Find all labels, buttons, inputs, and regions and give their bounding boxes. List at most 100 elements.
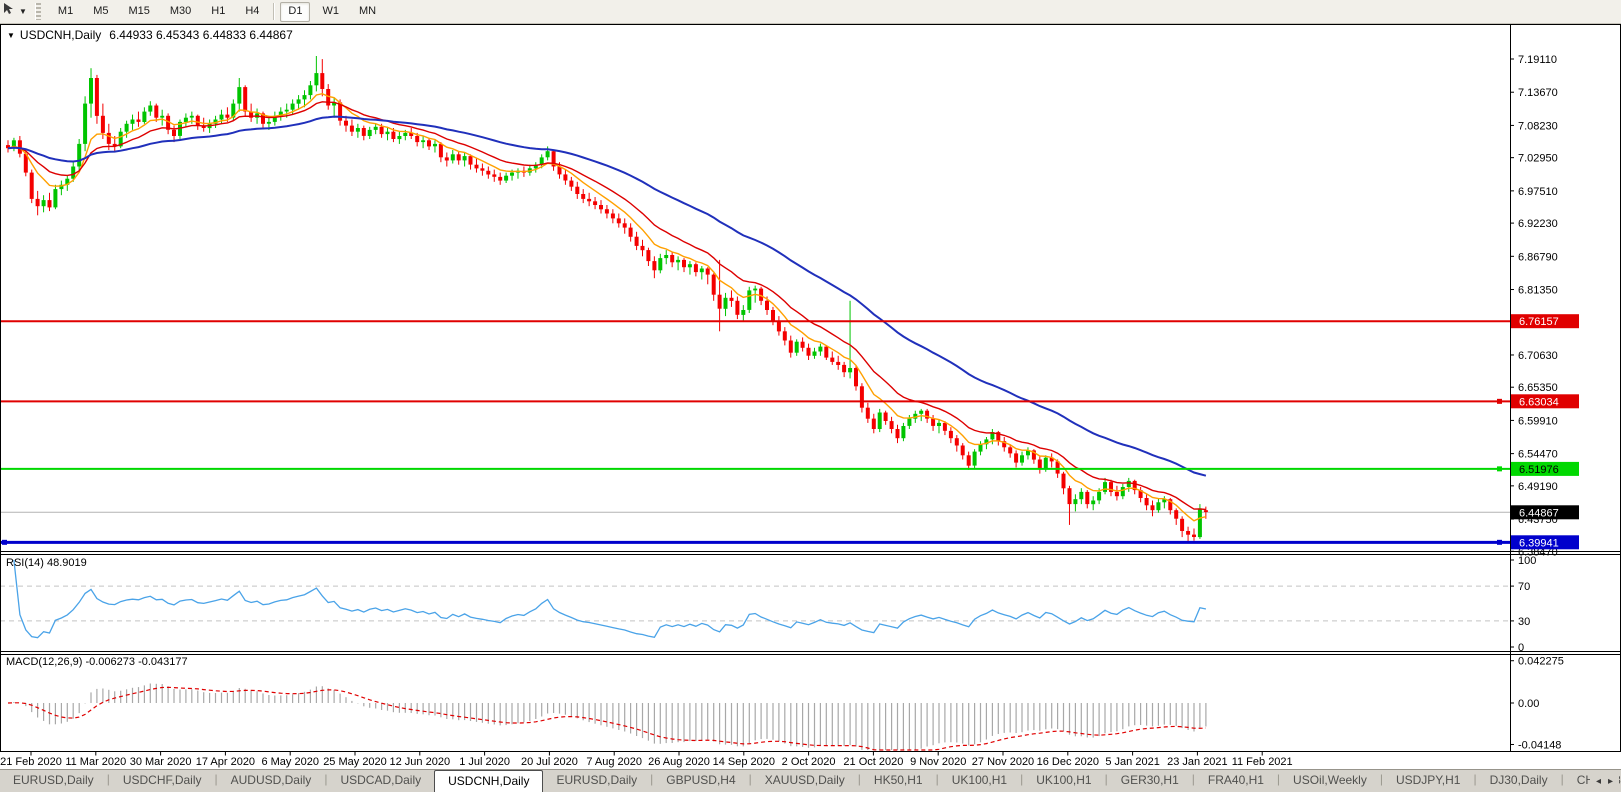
macd-indicator-label: MACD(12,26,9) -0.006273 -0.043177	[6, 656, 188, 668]
ma-slow-line	[7, 115, 1207, 477]
date-label: 6 May 2020	[261, 756, 318, 768]
date-label: 23 Jan 2021	[1167, 756, 1228, 768]
price-badge-6.39941-text: 6.39941	[1519, 537, 1559, 549]
hline-handle[interactable]	[2, 539, 7, 545]
symbol-tab-EURUSD-Daily[interactable]: EURUSD,Daily	[13, 773, 94, 787]
price-tick-label: 6.65350	[1518, 382, 1558, 394]
rsi-tick-label: 0	[1518, 642, 1524, 654]
date-label: 11 Mar 2020	[65, 756, 126, 768]
date-label: 9 Nov 2020	[910, 756, 966, 768]
ma-fast-line	[7, 92, 1207, 522]
rsi-indicator-label: RSI(14) 48.9019	[6, 557, 87, 569]
symbol-tab-UK100-H1[interactable]: UK100,H1	[1036, 773, 1092, 787]
tab-separator: |	[324, 772, 328, 786]
symbol-tab-XAUUSD-Daily[interactable]: XAUUSD,Daily	[764, 773, 845, 787]
tab-separator: |	[1379, 772, 1383, 786]
price-tick-label: 6.49190	[1518, 481, 1558, 493]
timeframe-button-D1[interactable]: D1	[280, 1, 311, 22]
price-tick-label: 7.13670	[1518, 87, 1558, 99]
symbol-tab-AUDUSD-Daily[interactable]: AUDUSD,Daily	[230, 773, 312, 787]
symbol-tab-EURUSD-Daily[interactable]: EURUSD,Daily	[556, 773, 638, 787]
symbol-tab-USOil-Weekly[interactable]: USOil,Weekly	[1293, 773, 1367, 787]
rsi-tick-label: 30	[1518, 616, 1530, 628]
price-badge-6.51976-text: 6.51976	[1519, 464, 1559, 476]
price-badge-6.63034-text: 6.63034	[1519, 396, 1559, 408]
hline-handle[interactable]	[1497, 539, 1502, 545]
rsi-line	[13, 559, 1207, 639]
price-tick-label: 6.54470	[1518, 449, 1558, 461]
timeframe-button-H4[interactable]: H4	[245, 4, 260, 17]
price-tick-label: 6.92230	[1518, 218, 1558, 230]
hline-handle[interactable]	[1497, 398, 1502, 404]
timeframe-button-W1[interactable]: W1	[322, 4, 339, 17]
timeframe-button-M15[interactable]: M15	[128, 4, 150, 17]
tabs-scroll-left-icon[interactable]: ◂	[1595, 775, 1601, 787]
date-label: 20 Jul 2020	[521, 756, 578, 768]
price-tick-label: 6.81350	[1518, 285, 1558, 297]
price-badge-6.51976	[1511, 461, 1579, 476]
symbol-tab-DJ30-Daily[interactable]: DJ30,Daily	[1489, 773, 1548, 787]
symbol-tab-GER30-H1[interactable]: GER30,H1	[1120, 773, 1179, 787]
date-label: 27 Nov 2020	[972, 756, 1034, 768]
price-tick-label: 7.02950	[1518, 153, 1558, 165]
date-label: 14 Sep 2020	[713, 756, 775, 768]
macd-tick-label: 0.042275	[1518, 656, 1564, 668]
price-tick-label: 6.38470	[1518, 546, 1558, 558]
chart-title: ▼ USDCNH,Daily 6.44933 6.45343 6.44833 6.4…	[7, 28, 293, 42]
price-badge-6.76157	[1511, 314, 1579, 329]
timeframe-button-H1[interactable]: H1	[211, 4, 226, 17]
tab-separator: |	[935, 772, 939, 786]
date-label: 26 Aug 2020	[648, 756, 710, 768]
macd-tick-label: -0.04148	[1518, 739, 1561, 751]
date-label: 21 Feb 2020	[0, 756, 62, 768]
price-tick-label: 7.08230	[1518, 120, 1558, 132]
timeframe-button-MN[interactable]: MN	[358, 4, 377, 17]
timeframe-button-M1[interactable]: M1	[57, 4, 74, 17]
date-label: 1 Jul 2020	[459, 756, 510, 768]
pointer-tool-caret-icon[interactable]: ▼	[19, 7, 27, 16]
chart-title-caret-icon[interactable]: ▼	[7, 31, 15, 40]
toolbar-drag-handle[interactable]	[34, 3, 41, 20]
date-label: 30 Mar 2020	[130, 756, 192, 768]
date-label: 12 Jun 2020	[390, 756, 451, 768]
date-label: 5 Jan 2021	[1105, 756, 1159, 768]
pointer-tool-icon[interactable]	[2, 2, 16, 21]
symbol-tab-bar: EURUSD,Daily | USDCHF,Daily | AUDUSD,Daily | U…	[0, 769, 1621, 792]
symbol-tab-USDCHF-Daily[interactable]: USDCHF,Daily	[122, 773, 202, 787]
hline-handle[interactable]	[1497, 466, 1502, 472]
chart-canvas[interactable]: 7.19110 7.13670 7.08230 7.02950 6.97510 6.922…	[0, 24, 1621, 770]
symbol-tab-UK100-H1[interactable]: UK100,H1	[951, 773, 1008, 787]
tab-separator: |	[1191, 772, 1195, 786]
symbol-tab-GBPUSD-H4[interactable]: GBPUSD,H4	[666, 773, 736, 787]
tab-separator: |	[857, 772, 861, 786]
symbol-tab-FRA40-H1[interactable]: FRA40,H1	[1207, 773, 1264, 787]
tab-separator: |	[748, 772, 752, 786]
price-tick-label: 7.19110	[1518, 54, 1557, 66]
date-label: 2 Oct 2020	[782, 756, 836, 768]
symbol-tab-USDCNH-Daily[interactable]: USDCNH,Daily	[434, 770, 544, 792]
macd-histogram	[13, 683, 1207, 750]
symbol-tab-HK50-H1[interactable]: HK50,H1	[873, 773, 923, 787]
tabs-scroll-right-icon[interactable]: ▸	[1607, 775, 1613, 787]
tab-scroll-arrows: ◂ ▸	[1589, 770, 1619, 792]
symbol-tab-USDJPY-H1[interactable]: USDJPY,H1	[1395, 773, 1461, 787]
price-tick-label: 6.70630	[1518, 350, 1558, 362]
timeframe-button-M30[interactable]: M30	[169, 4, 192, 17]
tab-separator: |	[1276, 772, 1281, 786]
timeframe-button-M5[interactable]: M5	[93, 4, 109, 17]
symbol-tab-USDCAD-Daily[interactable]: USDCAD,Daily	[340, 773, 422, 787]
date-label: 16 Dec 2020	[1037, 756, 1099, 768]
price-tick-label: 6.97510	[1518, 186, 1558, 198]
timeframes-toolbar: ▼ M1 M5 M15 M30 H1 H4 D1 W1 MN	[0, 0, 1621, 24]
candlestick-series	[6, 56, 1208, 544]
price-badge-6.39941	[1511, 535, 1579, 550]
date-label: 11 Feb 2021	[1232, 756, 1293, 768]
macd-tick-label: 0.00	[1518, 698, 1539, 710]
macd-signal-line	[7, 686, 1206, 751]
price-badge-6.63034	[1511, 394, 1579, 409]
chart-window[interactable]: ▼ USDCNH,Daily 6.44933 6.45343 6.44833 6.4…	[0, 24, 1621, 770]
tab-separator: |	[1560, 772, 1564, 786]
tab-separator: |	[1104, 772, 1108, 786]
date-label: 17 Apr 2020	[196, 756, 255, 768]
tab-separator: |	[1473, 772, 1477, 786]
